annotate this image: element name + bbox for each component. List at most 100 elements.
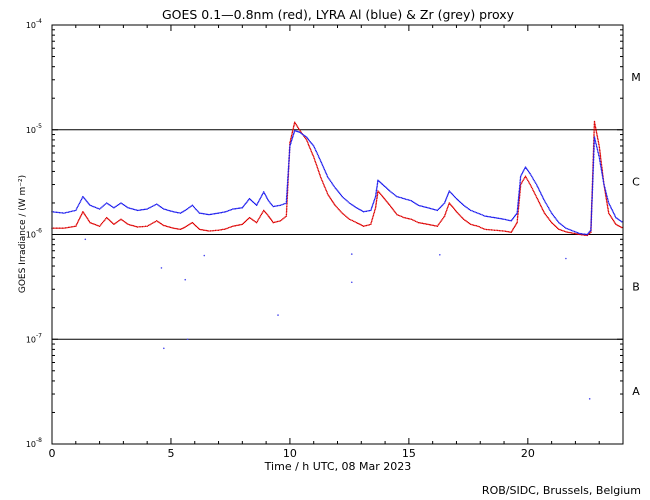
data-point (452, 194, 455, 197)
data-point (265, 194, 267, 197)
data-point (611, 218, 614, 221)
data-point (539, 203, 541, 205)
data-point (75, 225, 77, 227)
data-point (333, 203, 336, 205)
data-point (593, 133, 595, 135)
data-point (230, 226, 233, 228)
data-point (268, 216, 271, 218)
data-point (325, 172, 327, 175)
data-point (387, 202, 389, 204)
data-point (519, 177, 522, 179)
data-point (291, 138, 293, 140)
data-point (407, 217, 410, 220)
data-point (270, 219, 273, 222)
data-point (82, 212, 85, 214)
data-point (549, 220, 552, 223)
data-point (79, 216, 82, 218)
data-point (395, 212, 397, 215)
data-point (209, 230, 212, 232)
data-point (351, 203, 353, 206)
data-point (339, 210, 341, 212)
data-point (557, 220, 559, 223)
data-point (175, 227, 177, 230)
data-point (546, 215, 548, 218)
data-point (131, 224, 133, 227)
data-point (525, 176, 527, 179)
data-point (287, 173, 289, 176)
data-point (105, 216, 108, 219)
data-point (593, 144, 595, 146)
data-point (77, 204, 80, 206)
data-point (450, 192, 453, 194)
data-point (504, 230, 507, 233)
data-point (513, 226, 515, 229)
data-point (233, 208, 235, 210)
data-point (372, 202, 374, 205)
data-point (232, 208, 234, 210)
data-point (448, 203, 450, 206)
data-point (191, 221, 194, 224)
data-point (94, 223, 97, 226)
data-point (329, 180, 332, 183)
data-point (449, 191, 452, 193)
data-point (107, 203, 109, 205)
data-point (269, 202, 272, 204)
data-point (379, 192, 381, 195)
data-point (479, 226, 482, 229)
data-point (372, 201, 375, 203)
data-point (314, 148, 316, 150)
data-point (433, 208, 436, 211)
data-point (292, 125, 295, 128)
data-point (159, 222, 162, 224)
y-tick-exponent: -8 (36, 437, 42, 444)
data-point (610, 207, 613, 210)
data-point (485, 228, 488, 231)
data-point (73, 225, 76, 228)
data-point (297, 126, 299, 128)
credit-text: ROB/SIDC, Brussels, Belgium (482, 484, 641, 497)
data-point (285, 207, 288, 209)
data-point (556, 227, 559, 230)
data-point (591, 193, 594, 195)
data-point (375, 191, 377, 193)
data-point (259, 197, 261, 200)
data-point (533, 179, 535, 182)
data-point (287, 176, 289, 179)
data-point (431, 208, 433, 210)
data-point (149, 223, 151, 226)
data-point (267, 215, 270, 217)
data-point (293, 131, 295, 133)
data-point (257, 219, 259, 221)
outlier-point (84, 238, 87, 241)
data-point (598, 154, 600, 157)
data-point (201, 229, 203, 231)
data-point (190, 205, 192, 207)
data-point (320, 176, 322, 179)
data-point (522, 170, 525, 172)
data-point (566, 231, 569, 233)
data-point (371, 217, 374, 220)
data-point (565, 231, 567, 233)
data-point (113, 223, 115, 226)
data-point (288, 151, 291, 154)
data-point (429, 224, 432, 226)
data-point (577, 232, 580, 234)
data-point (248, 197, 251, 200)
data-point (387, 188, 389, 190)
data-point (595, 144, 598, 146)
data-point (355, 207, 358, 209)
data-point (321, 163, 323, 165)
data-point (600, 160, 602, 163)
data-point (469, 209, 472, 212)
data-point (224, 210, 227, 213)
data-point (621, 226, 623, 229)
data-point (287, 168, 290, 171)
data-point (271, 204, 274, 207)
data-point (512, 216, 515, 219)
data-point (165, 209, 168, 211)
data-point (198, 228, 201, 231)
data-point (382, 196, 385, 199)
data-point (441, 204, 444, 206)
data-point (285, 197, 288, 199)
data-point (455, 197, 458, 200)
